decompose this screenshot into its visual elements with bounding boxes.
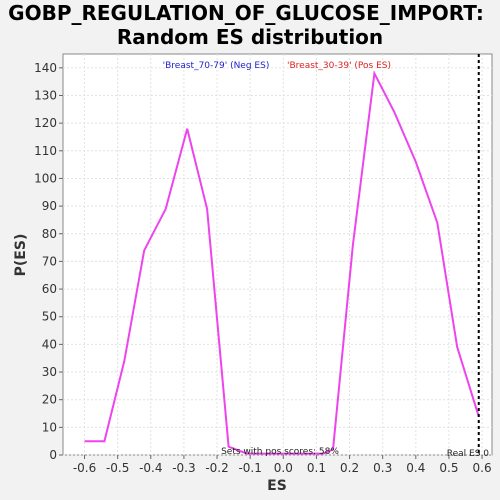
x-tick-label: 0.5 [439, 461, 458, 475]
legend-neg-es: 'Breast_70-79' (Neg ES) [163, 61, 270, 71]
y-tick-label: 10 [42, 420, 57, 434]
grid-layer [63, 54, 492, 456]
y-tick-label: 80 [42, 227, 57, 241]
legend-pos-es: 'Breast_30-39' (Pos ES) [287, 61, 391, 71]
real-es-label: Real ES 0 [447, 449, 490, 459]
y-tick-label: 50 [42, 310, 57, 324]
chart-title-line1: GOBP_REGULATION_OF_GLUCOSE_IMPORT: [8, 1, 484, 25]
chart-title-line2: Random ES distribution [117, 25, 383, 49]
series-layer [84, 70, 480, 455]
y-tick-label: 30 [42, 365, 57, 379]
x-tick-label: -0.1 [238, 461, 261, 475]
x-tick-label: -0.4 [139, 461, 162, 475]
y-tick-label: 140 [34, 61, 57, 75]
x-tick-label: 0.0 [274, 461, 293, 475]
y-tick-label: 100 [34, 171, 57, 185]
y-tick-label: 70 [42, 254, 57, 268]
y-tick-label: 130 [34, 88, 57, 102]
x-tick-label: -0.2 [205, 461, 228, 475]
x-tick-label: -0.5 [106, 461, 129, 475]
y-tick-label: 20 [42, 393, 57, 407]
y-axis-label: P(ES) [13, 234, 29, 277]
x-tick-label: 0.1 [307, 461, 326, 475]
x-axis: -0.6 -0.5 -0.4 -0.3 -0.2 -0.1 0.0 0.1 0.2 0.3 0.4 0… [73, 455, 492, 475]
y-tick-label: 40 [42, 337, 57, 351]
x-tick-label: -0.6 [73, 461, 96, 475]
y-tick-label: 60 [42, 282, 57, 296]
pos-scores-annotation: Sets with pos scores: 58% [221, 447, 339, 457]
x-tick-label: 0.6 [473, 461, 492, 475]
x-axis-label: ES [267, 478, 287, 494]
y-tick-label: 0 [49, 448, 57, 462]
y-axis: 0 10 20 30 40 50 60 70 80 90 100 110 120 130 140 [34, 61, 63, 462]
plot-area [62, 53, 493, 456]
y-tick-label: 120 [34, 116, 57, 130]
x-tick-label: 0.4 [406, 461, 425, 475]
y-tick-label: 90 [42, 199, 57, 213]
x-tick-label: 0.2 [340, 461, 359, 475]
y-tick-label: 110 [34, 144, 57, 158]
x-tick-label: 0.3 [373, 461, 392, 475]
x-tick-label: -0.3 [172, 461, 195, 475]
es-distribution-line [84, 70, 480, 455]
